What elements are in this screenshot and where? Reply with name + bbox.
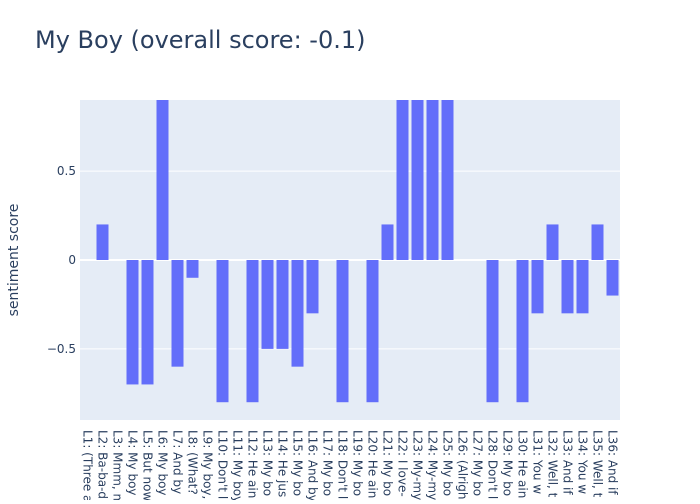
bar[interactable]: [261, 260, 274, 349]
y-tick-label: 0: [68, 253, 76, 267]
x-tick-label: L2: Ba-ba-d: [96, 430, 110, 499]
x-tick-label: L8: (What?: [186, 430, 200, 495]
x-tick-label: L33: And if: [561, 430, 575, 495]
bar[interactable]: [531, 260, 544, 314]
x-tick-label: L31: You w: [531, 430, 545, 494]
y-axis-ticks: 0.5 0 −0.5: [47, 164, 76, 356]
x-tick-label: L21: My bo: [381, 430, 395, 496]
bar[interactable]: [546, 224, 559, 260]
x-tick-label: L29: My bo: [501, 430, 515, 496]
bar[interactable]: [381, 224, 394, 260]
x-tick-label: L35: Well, t: [591, 430, 605, 498]
bar[interactable]: [411, 100, 424, 260]
bar[interactable]: [126, 260, 139, 385]
bar[interactable]: [186, 260, 199, 278]
x-tick-label: L25: My bo: [441, 430, 455, 496]
x-tick-label: L10: Don't l: [216, 430, 230, 499]
x-tick-label: L14: He jus: [276, 430, 290, 497]
bar[interactable]: [441, 100, 454, 260]
y-tick-label: −0.5: [47, 342, 76, 356]
y-tick-label: 0.5: [57, 164, 76, 178]
x-axis-ticks: L1: (Three a L2: Ba-ba-d L3: Mmm, m L4: My …: [81, 430, 620, 504]
x-tick-label: L30: He ain: [516, 430, 530, 498]
bars: [96, 100, 619, 403]
x-tick-label: L7: And by: [171, 430, 185, 494]
x-tick-label: L17: My bo: [321, 430, 335, 496]
x-tick-label: L24: My-my: [426, 430, 440, 500]
bar[interactable]: [366, 260, 379, 403]
x-tick-label: L6: My boy: [156, 430, 170, 496]
bar[interactable]: [576, 260, 589, 314]
x-tick-label: L20: He ain: [366, 430, 380, 498]
bar[interactable]: [591, 224, 604, 260]
x-tick-label: L13: My bo: [261, 430, 275, 496]
x-tick-label: L11: My boy: [231, 430, 245, 500]
bar[interactable]: [156, 100, 169, 260]
bar[interactable]: [426, 100, 439, 260]
bar[interactable]: [276, 260, 289, 349]
x-tick-label: L3: Mmm, m: [111, 430, 125, 500]
bar[interactable]: [336, 260, 349, 403]
bar[interactable]: [516, 260, 529, 403]
x-tick-label: L5: But now: [141, 430, 155, 500]
chart-title: My Boy (overall score: -0.1): [35, 26, 366, 54]
bar[interactable]: [96, 224, 109, 260]
bar[interactable]: [246, 260, 259, 403]
bar[interactable]: [486, 260, 499, 403]
x-tick-label: L12: He ain: [246, 430, 260, 498]
x-tick-label: L4: My boy: [126, 430, 140, 496]
bar[interactable]: [306, 260, 319, 314]
x-tick-label: L28: Don't l: [486, 430, 500, 499]
bar[interactable]: [171, 260, 184, 367]
x-tick-label: L16: And by: [306, 430, 320, 500]
bar[interactable]: [141, 260, 154, 385]
x-tick-label: L22: I love-: [396, 430, 410, 497]
x-tick-label: L27: My bo: [471, 430, 485, 496]
x-tick-label: L34: You w: [576, 430, 590, 494]
x-tick-label: L1: (Three a: [81, 430, 95, 500]
bar[interactable]: [606, 260, 619, 296]
bar[interactable]: [561, 260, 574, 314]
x-tick-label: L32: Well, t: [546, 430, 560, 498]
grid-lines: [80, 170, 620, 350]
x-tick-label: L26: (Alrigh: [456, 430, 470, 500]
bar[interactable]: [291, 260, 304, 367]
x-tick-label: L19: My bo: [351, 430, 365, 496]
y-axis-label: sentiment score: [6, 204, 22, 317]
bar[interactable]: [396, 100, 409, 260]
x-tick-label: L15: My bo: [291, 430, 305, 496]
x-tick-label: L9: My boy,: [201, 430, 215, 499]
x-tick-label: L23: My-my: [411, 430, 425, 500]
bar[interactable]: [216, 260, 229, 403]
x-tick-label: L18: Don't l: [336, 430, 350, 499]
x-tick-label: L36: And if: [606, 430, 620, 495]
